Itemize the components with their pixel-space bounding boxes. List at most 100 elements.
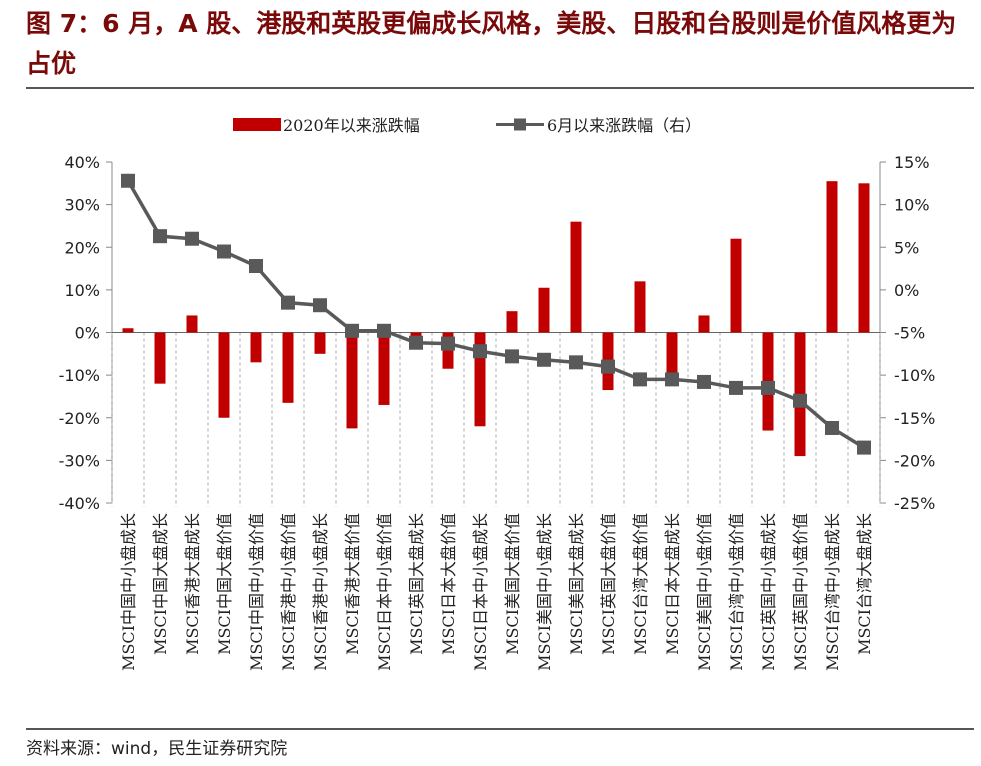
bar [730, 238, 742, 333]
right-tick-label: -15% [894, 409, 935, 428]
title-rule [26, 87, 974, 89]
category-label: MSCI英国中小盘成长 [759, 513, 778, 671]
line-point [665, 372, 679, 387]
legend-bar-label: 2020年以来涨跌幅 [283, 116, 420, 135]
bar [346, 332, 358, 429]
line-series [121, 173, 871, 455]
category-label: MSCI英国大盘成长 [407, 513, 426, 655]
line-point [569, 355, 583, 370]
bar [826, 181, 838, 333]
category-label: MSCI日本大盘价值 [439, 513, 458, 655]
line-point [505, 349, 519, 364]
line-point [633, 372, 647, 387]
category-label: MSCI中国大盘成长 [151, 513, 170, 655]
bar [250, 332, 262, 363]
category-label: MSCI香港中小盘成长 [311, 513, 330, 671]
line-point [729, 380, 743, 395]
right-tick-label: -25% [894, 494, 935, 513]
line-point [217, 244, 231, 259]
category-label: MSCI香港大盘成长 [183, 513, 202, 655]
line-point [601, 359, 615, 374]
bar [154, 332, 166, 384]
bar [858, 183, 870, 333]
right-tick-label: -5% [894, 324, 925, 343]
bar [698, 315, 710, 333]
bar [218, 332, 230, 418]
left-tick-label: -40% [59, 494, 100, 513]
left-tick-label: -20% [59, 409, 100, 428]
legend-line-marker [514, 118, 526, 131]
category-label: MSCI美国大盘价值 [503, 513, 522, 655]
category-label: MSCI中国大盘价值 [215, 513, 234, 655]
bar [538, 287, 550, 333]
right-tick-label: -20% [894, 451, 935, 470]
line-point [537, 352, 551, 367]
category-label: MSCI台湾中小盘成长 [823, 513, 842, 671]
right-tick-label: -10% [894, 366, 935, 385]
bar [442, 332, 454, 369]
category-label: MSCI日本中小盘成长 [471, 513, 490, 671]
category-label: MSCI美国中小盘成长 [535, 513, 554, 671]
category-label: MSCI台湾中小盘价值 [727, 513, 746, 671]
left-tick-label: -30% [59, 451, 100, 470]
left-tick-label: 10% [64, 281, 100, 300]
bar [506, 311, 518, 333]
line-point [153, 229, 167, 244]
bar [186, 315, 198, 333]
line-point [441, 336, 455, 351]
line-point [249, 259, 263, 274]
category-label: MSCI香港大盘价值 [343, 513, 362, 655]
legend-line-label: 6月以来涨跌幅（右） [547, 116, 701, 135]
category-label: MSCI台湾大盘价值 [631, 513, 650, 655]
left-tick-label: -10% [59, 366, 100, 385]
line-point [825, 420, 839, 435]
line-point [377, 323, 391, 338]
category-label: MSCI美国中小盘价值 [695, 513, 714, 671]
line-point [345, 323, 359, 338]
right-tick-label: 15% [894, 153, 930, 172]
line-point [761, 380, 775, 395]
right-tick-label: 10% [894, 196, 930, 215]
category-label: MSCI香港中小盘价值 [279, 513, 298, 671]
line-point [185, 231, 199, 246]
legend: 2020年以来涨跌幅 6月以来涨跌幅（右） [233, 116, 701, 135]
left-tick-label: 0% [75, 324, 100, 343]
line-point [409, 335, 423, 350]
line-point [473, 344, 487, 359]
line-point [313, 298, 327, 313]
category-label: MSCI中国中小盘价值 [247, 513, 266, 671]
category-label: MSCI美国大盘成长 [567, 513, 586, 655]
category-label: MSCI日本中小盘价值 [375, 513, 394, 671]
line-point [121, 173, 135, 188]
category-label: MSCI日本大盘成长 [663, 513, 682, 655]
series-line [126, 179, 865, 450]
bar [474, 332, 486, 427]
bar [570, 221, 582, 333]
bar [634, 281, 646, 333]
category-labels: MSCI中国中小盘成长 MSCI中国大盘成长 MSCI香港大盘成长 MSCI中国大盘价… [119, 513, 874, 671]
left-tick-label: 30% [64, 196, 100, 215]
line-point [857, 440, 871, 455]
category-label: MSCI英国中小盘价值 [791, 513, 810, 671]
category-label: MSCI英国大盘价值 [599, 513, 618, 655]
bar-series [122, 181, 870, 457]
left-tick-label: 20% [64, 238, 100, 257]
line-point [793, 393, 807, 408]
footer-rule [26, 728, 974, 730]
line-point [281, 295, 295, 310]
line-point [697, 374, 711, 389]
legend-bar-swatch [233, 118, 281, 131]
bar [378, 332, 390, 405]
chart-title: 图 7：6 月，A 股、港股和英股更偏成长风格，美股、日股和台股则是价值风格更为… [26, 9, 957, 78]
source-note: 资料来源：wind，民生证券研究院 [26, 739, 288, 759]
category-label: MSCI中国中小盘成长 [119, 513, 138, 671]
axes: 40% 30% 20% 10% 0% -10% -20% -30% -40% 15% 10% 5% 0%… [59, 153, 936, 513]
category-label: MSCI台湾大盘成长 [855, 513, 874, 655]
right-tick-label: 0% [894, 281, 919, 300]
bar [282, 332, 294, 403]
bar [666, 332, 678, 376]
left-tick-label: 40% [64, 153, 100, 172]
right-tick-label: 5% [894, 238, 919, 257]
bar [314, 332, 326, 354]
